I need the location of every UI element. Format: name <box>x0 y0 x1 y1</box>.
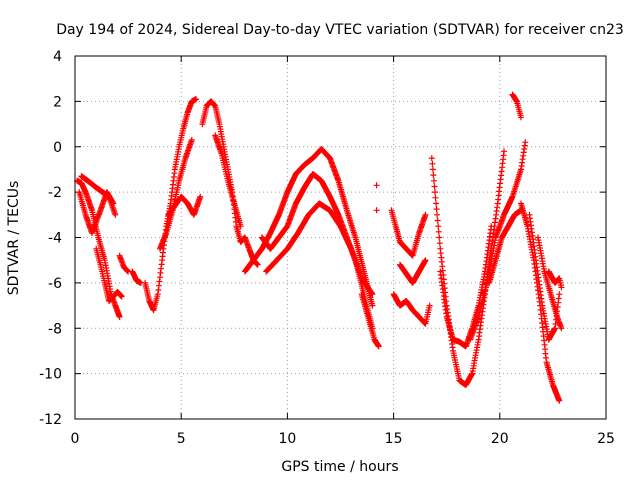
y-tick-label: -6 <box>48 276 62 292</box>
x-tick-label: 15 <box>385 431 403 447</box>
data-point-markers <box>212 132 244 230</box>
y-tick-label: -4 <box>48 231 62 247</box>
y-tick-label: -10 <box>39 367 62 383</box>
grid-lines <box>75 56 606 419</box>
data-point-markers <box>486 207 524 286</box>
data-series-t4 <box>93 245 125 304</box>
data-series-t19 <box>397 257 429 286</box>
y-tick-label: 4 <box>53 49 62 65</box>
data-series-t12 <box>241 146 376 309</box>
y-tick-label: 0 <box>53 140 62 156</box>
data-point-markers <box>358 291 382 350</box>
x-tick-label: 0 <box>71 431 80 447</box>
data-point-markers <box>545 268 565 291</box>
data-series-t18 <box>390 291 433 327</box>
data-point-markers <box>129 268 144 286</box>
data-series-t22 <box>467 139 529 343</box>
data-series-t14 <box>263 200 376 298</box>
chart-title: Day 194 of 2024, Sidereal Day-to-day VTE… <box>56 22 624 38</box>
x-tick-label: 10 <box>278 431 296 447</box>
data-series-t20 <box>428 148 507 388</box>
data-point-markers <box>116 252 132 275</box>
data-point-markers <box>388 207 429 259</box>
x-axis-label: GPS time / hours <box>281 459 398 475</box>
data-series-t16 <box>373 182 380 214</box>
data-point-markers <box>526 211 563 343</box>
data-point-markers <box>263 200 376 298</box>
data-series-t5 <box>116 252 132 275</box>
y-tick-label: -12 <box>39 412 62 428</box>
data-point-markers <box>535 234 565 332</box>
data-series-t15 <box>358 291 382 350</box>
data-point-markers <box>397 257 429 286</box>
data-point-markers <box>373 182 380 214</box>
x-tick-label: 5 <box>177 431 186 447</box>
data-series-t11 <box>212 132 244 230</box>
axis-ticks: 0 5 10 15 20 25 -12 -10 -8 -6 -4 -2 0 2 4 <box>39 49 615 447</box>
data-series-t3 <box>78 173 119 218</box>
data-point-markers <box>78 173 119 218</box>
plot-frame <box>74 55 607 420</box>
data-series-t23 <box>486 207 524 286</box>
data-point-markers <box>241 146 376 309</box>
data-point-markers <box>428 148 507 388</box>
data-point-markers <box>509 91 524 121</box>
data-point-markers <box>93 245 125 304</box>
y-tick-label: -2 <box>48 185 62 201</box>
data-points <box>74 91 565 404</box>
data-point-markers <box>165 193 204 218</box>
data-point-markers <box>467 139 529 343</box>
y-tick-label: 2 <box>53 94 62 110</box>
x-tick-label: 20 <box>491 431 509 447</box>
data-series-t28 <box>545 268 565 291</box>
data-series-t26 <box>526 211 563 343</box>
x-tick-label: 25 <box>597 431 615 447</box>
data-series-t6 <box>129 268 144 286</box>
y-tick-label: -8 <box>48 321 62 337</box>
data-point-markers <box>390 291 433 327</box>
y-axis-label: SDTVAR / TECUs <box>6 181 22 296</box>
data-series-t9 <box>165 193 204 218</box>
data-series-t24 <box>509 91 524 121</box>
data-series-t17 <box>388 207 429 259</box>
data-series-t27 <box>535 234 565 332</box>
